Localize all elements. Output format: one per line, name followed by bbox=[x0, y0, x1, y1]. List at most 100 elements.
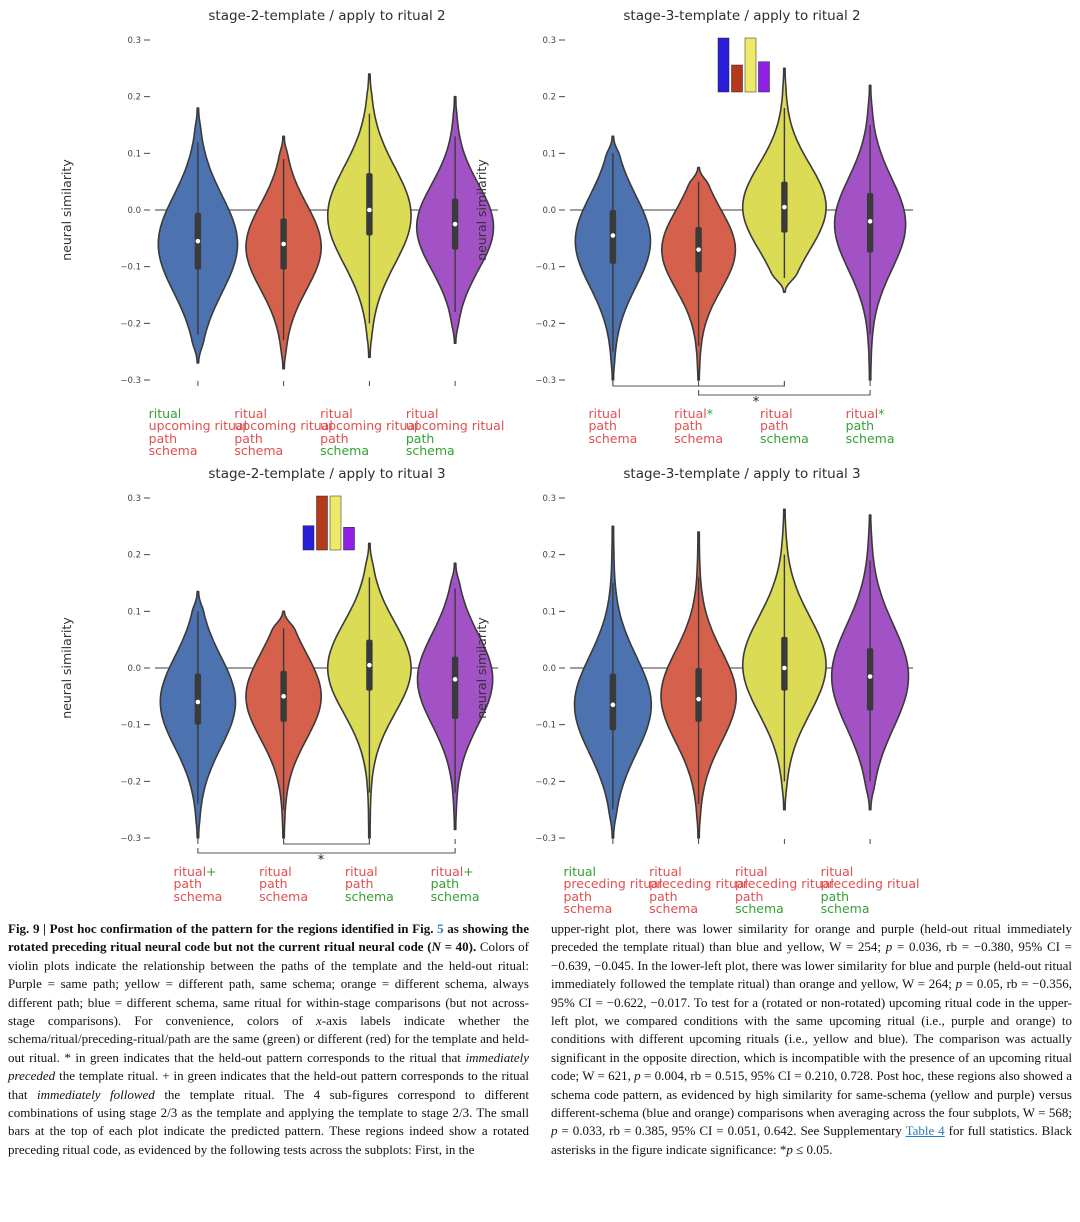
x-label-text: schema bbox=[759, 430, 809, 446]
y-tick-label: −0.1 bbox=[120, 721, 141, 731]
y-tick-label: −0.2 bbox=[120, 777, 141, 787]
caption-text: -axis labels indicate whether the schema… bbox=[8, 1013, 529, 1065]
x-axis-labels: ritual+ path schema ritual path schema ritual p… bbox=[53, 864, 558, 918]
x-label-text: schema bbox=[148, 442, 198, 458]
y-tick-label: −0.2 bbox=[120, 319, 141, 329]
y-tick-label: −0.3 bbox=[535, 376, 556, 386]
y-axis-label: neural similarity bbox=[474, 159, 489, 261]
x-label-text: upcoming ritual bbox=[320, 418, 419, 434]
x-label-text: schema bbox=[344, 888, 394, 904]
caption-text: p bbox=[634, 1068, 641, 1084]
x-label-line: path bbox=[820, 888, 920, 904]
x-label-line: path bbox=[430, 876, 480, 892]
x-label-group: ritual path schema bbox=[588, 407, 637, 445]
y-tick-label: −0.3 bbox=[120, 376, 141, 386]
x-label-text: + bbox=[463, 864, 474, 879]
x-label-text: preceding ritual bbox=[649, 876, 749, 892]
x-label-line: preceding ritual bbox=[734, 876, 834, 892]
caption-text: immediately preceded bbox=[8, 1049, 529, 1084]
y-tick-label: 0.2 bbox=[127, 93, 141, 103]
x-label-group: ritual* path schema bbox=[674, 406, 724, 446]
median-dot bbox=[195, 238, 201, 244]
caption-column-right: upper-right plot, there was lower simila… bbox=[551, 920, 1072, 1159]
caption-text: p bbox=[955, 976, 963, 992]
x-label-text: schema bbox=[820, 900, 870, 916]
y-tick-label: 0.3 bbox=[542, 494, 556, 504]
x-label-text: ritual bbox=[649, 864, 682, 879]
panel-title: stage-3-template / apply to ritual 2 bbox=[623, 8, 861, 24]
iqr-box bbox=[781, 636, 788, 691]
caption-text: the template ritual. + in green indicate… bbox=[8, 1068, 529, 1102]
x-label-line: upcoming ritual bbox=[234, 420, 332, 433]
x-label-text: path bbox=[588, 418, 617, 434]
x-label-text: preceding ritual bbox=[734, 876, 834, 892]
x-label-text: path bbox=[344, 876, 374, 892]
y-tick-label: 0.1 bbox=[127, 149, 141, 159]
x-label-line: ritual bbox=[588, 407, 637, 420]
x-label-line: ritual bbox=[735, 865, 834, 878]
x-label-text: ritual bbox=[674, 406, 707, 421]
x-label-line: ritual bbox=[821, 865, 920, 878]
y-tick-label: 0.0 bbox=[542, 664, 556, 674]
panel-title: stage-2-template / apply to ritual 2 bbox=[208, 8, 446, 24]
x-label-group: ritual preceding ritual path schema bbox=[563, 865, 663, 916]
significance-bracket bbox=[197, 848, 456, 854]
x-label-line: path bbox=[259, 878, 308, 891]
violin-plot: 0.3 0.2 0.1 0.0 −0.1 −0.2 −0.3 neural similarit… bbox=[59, 36, 498, 386]
x-label-line: ritual bbox=[345, 865, 394, 878]
x-label-text: ritual bbox=[430, 864, 464, 879]
caption-text: for full statistics. Black asterisks in … bbox=[551, 1123, 1072, 1157]
x-label-text: path bbox=[430, 876, 460, 892]
x-label-group: ritual preceding ritual path schema bbox=[820, 865, 920, 916]
iqr-box bbox=[866, 648, 874, 711]
x-label-text: schema bbox=[563, 900, 613, 916]
y-tick-label: 0.1 bbox=[542, 607, 556, 617]
predicted-pattern-bar-orange bbox=[316, 495, 328, 551]
median-dot bbox=[696, 247, 701, 252]
caption-text: the template ritual. The 4 sub-figures c… bbox=[8, 1086, 529, 1157]
y-tick-label: −0.3 bbox=[535, 834, 556, 844]
x-label-line: upcoming ritual bbox=[148, 418, 248, 434]
y-tick-label: 0.0 bbox=[127, 206, 141, 216]
x-label-text: schema bbox=[845, 430, 895, 446]
caption-link[interactable]: 5 bbox=[437, 921, 444, 936]
x-label-text: ritual bbox=[173, 864, 207, 879]
x-label-line: path bbox=[563, 890, 662, 903]
y-tick-label: 0.0 bbox=[542, 206, 556, 216]
x-label-line: path bbox=[734, 888, 834, 904]
x-label-text: schema bbox=[734, 900, 784, 916]
median-dot bbox=[610, 233, 616, 238]
x-label-text: ritual bbox=[259, 864, 292, 879]
caption-text: N bbox=[431, 939, 441, 955]
median-dot bbox=[867, 674, 873, 679]
x-label-text: preceding ritual bbox=[563, 876, 663, 892]
predicted-pattern-bar-yellow bbox=[744, 37, 757, 93]
violin-plot: 0.3 0.2 0.1 0.0 −0.1 −0.2 −0.3 neural similarit… bbox=[474, 494, 913, 844]
caption-link[interactable]: Table 4 bbox=[905, 1123, 945, 1139]
panel-title: stage-2-template / apply to ritual 3 bbox=[208, 466, 446, 482]
x-label-text: upcoming ritual bbox=[148, 418, 248, 434]
x-label-line: ritual+ bbox=[173, 864, 222, 879]
x-label-text: path bbox=[734, 888, 764, 904]
x-label-text: ritual bbox=[234, 406, 267, 421]
median-dot bbox=[281, 694, 286, 699]
x-label-text: schema bbox=[674, 430, 724, 446]
x-label-line: schema bbox=[344, 888, 394, 904]
x-label-line: path bbox=[173, 878, 222, 891]
significance-star: * bbox=[753, 395, 760, 410]
x-label-text: path bbox=[820, 888, 850, 904]
median-dot bbox=[367, 662, 372, 668]
x-label-line: ritual bbox=[760, 407, 809, 420]
x-label-group: ritual path schema bbox=[259, 864, 308, 903]
x-axis-labels: ritual path schema ritual* path schema ritual p… bbox=[468, 406, 973, 460]
panel-stage2-ritual2: stage-2-template / apply to ritual 2 0.3 0… bbox=[59, 0, 558, 458]
x-label-group: ritual upcoming ritual path schema bbox=[320, 407, 419, 457]
x-label-group: ritual+ path schema bbox=[430, 864, 480, 904]
x-label-line: schema bbox=[320, 444, 418, 457]
x-label-line: schema bbox=[234, 444, 332, 457]
median-dot bbox=[782, 204, 787, 210]
x-label-line: preceding ritual bbox=[563, 876, 663, 892]
x-label-text: path bbox=[845, 418, 875, 434]
x-label-text: schema bbox=[430, 888, 480, 904]
x-label-group: ritual+ path schema bbox=[173, 864, 222, 903]
